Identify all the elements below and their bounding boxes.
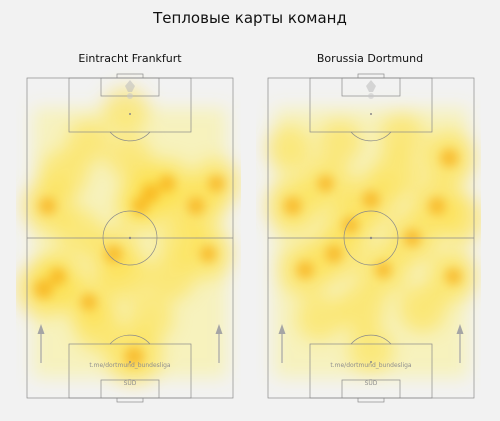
watermark-channel: t.me/dortmund_bundesliga [89, 362, 171, 369]
heatmap-right [265, 108, 481, 378]
attack-arrow-head-1 [215, 324, 223, 334]
heat-blob-right-17 [379, 113, 424, 158]
watermark-channel: t.me/dortmund_bundesliga [330, 362, 412, 369]
attack-arrow-head-1 [456, 324, 464, 334]
watermark-brand: SÜD [365, 380, 378, 387]
penalty-arc-top [109, 131, 151, 142]
penalty-spot-top [370, 113, 372, 115]
penalty-arc-bottom [350, 334, 392, 345]
penalty-spot-top [129, 113, 131, 115]
heat-core-right-10 [439, 148, 459, 168]
heat-blob-left-2 [40, 150, 89, 198]
heat-blob-right-7 [371, 150, 420, 198]
heat-core-left-10 [158, 175, 176, 193]
club-logo-mark [125, 80, 135, 99]
club-logo-mark [366, 80, 376, 99]
goal-top [116, 73, 144, 79]
chart-title: Тепловые карты команд [153, 9, 347, 27]
heat-blob-right-18 [265, 125, 312, 172]
heat-core-left-13 [199, 245, 217, 263]
goal-bottom [116, 397, 144, 403]
team-title-right: Borussia Dortmund [316, 52, 424, 65]
watermark-brand: SÜD [124, 380, 137, 387]
heat-core-left-0 [33, 279, 54, 300]
heat-core-left-1 [38, 197, 57, 215]
heat-blob-left-7 [101, 252, 150, 301]
team-title-left: Eintracht Frankfurt [78, 52, 182, 65]
heat-core-right-0 [283, 196, 303, 216]
center-circle [343, 210, 399, 266]
heat-blob-left-20 [66, 120, 111, 164]
heat-blob-right-14 [296, 295, 343, 341]
attack-arrow-head-0 [37, 324, 45, 334]
heat-core-right-5 [362, 190, 380, 209]
center-circle [102, 210, 158, 266]
heat-blob-right-19 [437, 194, 481, 243]
heat-core-right-2 [317, 175, 335, 193]
heatmap-left [16, 87, 241, 385]
goal-bottom [357, 397, 385, 403]
heat-blob-left-19 [102, 87, 149, 133]
penalty-spot-bottom [370, 361, 372, 363]
heat-core-right-3 [324, 245, 343, 263]
attack-arrow-head-0 [278, 324, 286, 334]
penalty-arc-bottom [109, 334, 151, 345]
heat-blob-left-5 [75, 303, 124, 352]
heat-blob-right-12 [398, 284, 447, 333]
heat-core-left-3 [49, 267, 67, 285]
heat-core-right-9 [427, 197, 446, 215]
penalty-spot-bottom [129, 361, 131, 363]
heat-core-left-8 [131, 197, 149, 215]
heat-blob-right-16 [318, 120, 363, 164]
center-spot [128, 236, 132, 240]
heat-blob-left-21 [127, 295, 174, 341]
center-spot [369, 236, 373, 240]
goal-top [357, 73, 385, 79]
penalty-arc-top [350, 131, 392, 142]
heat-core-left-9 [141, 183, 161, 203]
heat-blob-right-13 [336, 284, 385, 333]
heat-blob-left-17 [108, 136, 152, 180]
pitch-right: t.me/dortmund_bundesliga SÜD [267, 73, 475, 403]
heat-core-left-14 [207, 175, 226, 193]
heat-core-left-18 [124, 346, 144, 367]
heat-core-right-4 [341, 216, 359, 234]
heat-core-right-11 [444, 267, 462, 285]
heat-blob-left-15 [55, 208, 102, 255]
heat-blob-right-15 [348, 327, 394, 373]
heat-core-left-12 [186, 197, 205, 215]
heat-core-left-4 [80, 293, 98, 311]
pitch-left: t.me/dortmund_bundesliga SÜD [26, 73, 234, 403]
heat-blob-left-11 [147, 252, 196, 301]
heat-core-right-6 [374, 261, 392, 279]
heat-core-right-1 [296, 261, 315, 279]
heat-core-left-6 [104, 245, 123, 263]
